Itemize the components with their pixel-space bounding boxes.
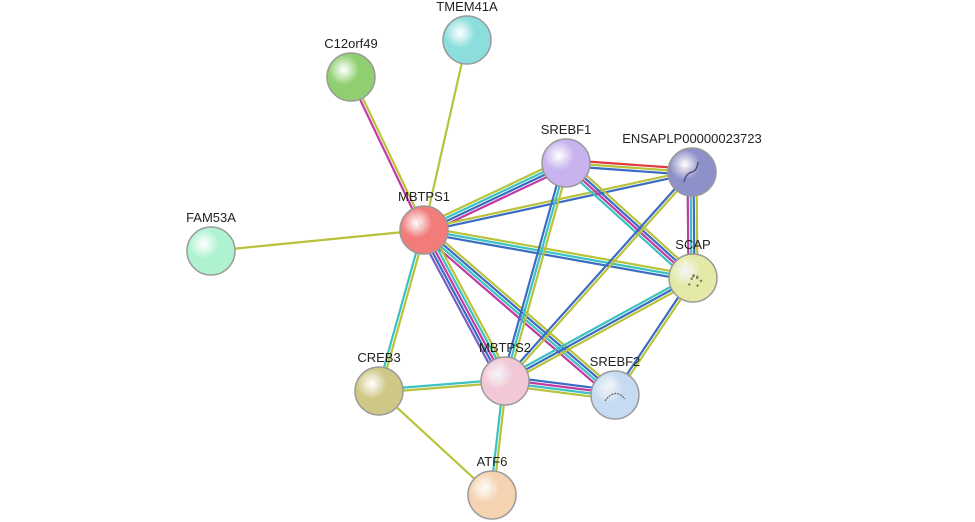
edge-MBTPS1-MBTPS2-database — [427, 229, 508, 380]
node-MBTPS2[interactable] — [481, 357, 529, 405]
node-glyph-dot — [696, 285, 698, 287]
node-glyph-dot — [690, 278, 692, 280]
edge-MBTPS1-MBTPS2-experiment — [424, 230, 505, 381]
edge-MBTPS1-C12orf49-experiment — [350, 78, 423, 231]
node-C12orf49[interactable] — [327, 53, 375, 101]
node-MBTPS1[interactable] — [400, 206, 448, 254]
node-FAM53A[interactable] — [187, 227, 235, 275]
edges-group — [211, 40, 697, 495]
edge-MBTPS1-MBTPS2-textmine — [429, 227, 510, 378]
node-SCAP[interactable] — [669, 254, 717, 302]
node-SREBF2[interactable] — [591, 371, 639, 419]
node-CREB3[interactable] — [355, 367, 403, 415]
edge-MBTPS1-CREB3-database — [378, 230, 423, 391]
node-ATF6[interactable] — [468, 471, 516, 519]
edge-MBTPS1-C12orf49-textmine — [352, 76, 425, 229]
node-glyph-dot — [692, 275, 694, 277]
edge-MBTPS1-FAM53A-textmine — [211, 230, 424, 251]
network-diagram: MBTPS1TMEM41AC12orf49FAM53ASREBF1ENSAPLP… — [0, 0, 975, 522]
edge-MBTPS1-MBTPS2-curated — [421, 231, 502, 382]
network-svg — [0, 0, 975, 522]
edge-MBTPS1-TMEM41A-textmine — [424, 40, 467, 230]
edge-MBTPS1-CREB3-textmine — [380, 230, 425, 391]
node-glyph-dot — [696, 276, 698, 278]
node-SREBF1[interactable] — [542, 139, 590, 187]
node-TMEM41A[interactable] — [443, 16, 491, 64]
node-glyph-dot — [700, 280, 702, 282]
node-glyph-dot — [688, 283, 690, 285]
